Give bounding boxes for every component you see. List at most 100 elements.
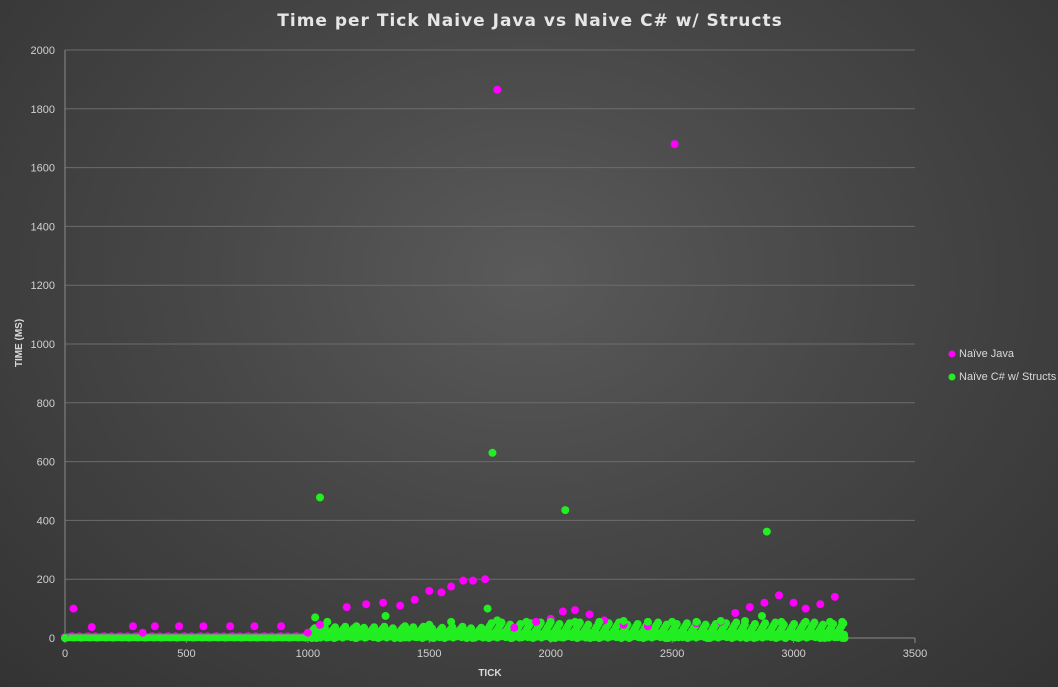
csharp-data-point bbox=[522, 617, 531, 626]
java-data-point bbox=[760, 598, 769, 607]
java-data-point bbox=[138, 628, 147, 637]
csharp-data-point bbox=[643, 617, 652, 626]
csharp-cluster-point bbox=[771, 618, 780, 627]
y-axis-label: TIME (MS) bbox=[14, 319, 25, 367]
csharp-data-point bbox=[483, 604, 492, 613]
y-tick-label: 400 bbox=[37, 515, 55, 527]
java-data-point bbox=[277, 622, 286, 631]
csharp-data-point bbox=[762, 527, 771, 536]
csharp-data-point bbox=[425, 620, 434, 629]
csharp-data-point bbox=[840, 634, 849, 642]
legend-label-java: Naïve Java bbox=[959, 348, 1015, 360]
grid-layer bbox=[65, 49, 915, 580]
csharp-data-point bbox=[595, 617, 604, 626]
java-data-point bbox=[175, 622, 184, 631]
java-data-point bbox=[410, 595, 419, 604]
csharp-cluster-point bbox=[750, 619, 759, 628]
csharp-data-point bbox=[619, 616, 628, 625]
csharp-data-point bbox=[546, 617, 555, 626]
legend-marker-java bbox=[948, 350, 956, 358]
java-data-point bbox=[670, 140, 679, 149]
java-data-point bbox=[532, 617, 541, 626]
y-tick-label: 1600 bbox=[31, 163, 55, 175]
csharp-cluster-point bbox=[654, 618, 663, 627]
csharp-cluster-point bbox=[555, 619, 564, 628]
java-data-point bbox=[731, 609, 740, 618]
java-data-point bbox=[226, 622, 235, 631]
csharp-cluster-point bbox=[341, 622, 350, 631]
csharp-data-point bbox=[381, 611, 390, 620]
java-data-point bbox=[396, 601, 405, 610]
csharp-data-point bbox=[401, 622, 409, 631]
csharp-data-point bbox=[561, 506, 570, 515]
x-tick-label: 2000 bbox=[538, 648, 562, 660]
csharp-data-point bbox=[692, 617, 701, 626]
csharp-cluster-point bbox=[388, 624, 397, 633]
csharp-data-point bbox=[316, 493, 324, 502]
java-data-point bbox=[87, 623, 96, 632]
csharp-cluster-point bbox=[370, 623, 379, 632]
java-data-point bbox=[830, 592, 839, 601]
csharp-cluster-point bbox=[516, 619, 525, 628]
java-data-point bbox=[129, 622, 137, 631]
java-data-point bbox=[745, 603, 754, 612]
points-layer bbox=[61, 85, 849, 642]
axis-layer: 0 200 400 600 800 1000 1200 1400 1600 1800 2000 0 50… bbox=[31, 45, 928, 660]
csharp-cluster-point bbox=[331, 623, 340, 632]
java-data-point bbox=[585, 610, 594, 619]
y-tick-label: 600 bbox=[37, 457, 55, 469]
csharp-cluster-point bbox=[701, 620, 710, 629]
csharp-cluster-point bbox=[477, 623, 486, 632]
java-data-point bbox=[342, 603, 351, 612]
legend-item-java: Naïve Java bbox=[948, 348, 1015, 360]
csharp-cluster-point bbox=[458, 622, 467, 631]
x-tick-label: 2500 bbox=[660, 648, 684, 660]
java-data-point bbox=[316, 620, 324, 629]
java-data-point bbox=[816, 600, 825, 609]
java-data-point bbox=[469, 576, 477, 585]
java-data-point bbox=[447, 582, 456, 591]
y-tick-label: 0 bbox=[49, 633, 55, 645]
java-data-point bbox=[510, 623, 519, 632]
legend-item-csharp: Naïve C# w/ Structs bbox=[948, 371, 1057, 383]
y-tick-label: 800 bbox=[37, 398, 55, 410]
java-data-point bbox=[459, 576, 468, 585]
csharp-data-point bbox=[777, 617, 786, 626]
csharp-cluster-point bbox=[438, 623, 447, 632]
csharp-data-point bbox=[571, 617, 579, 626]
csharp-data-point bbox=[61, 634, 69, 642]
java-data-point bbox=[789, 598, 798, 607]
x-tick-label: 500 bbox=[177, 648, 195, 660]
java-data-point bbox=[303, 628, 312, 637]
y-tick-label: 200 bbox=[37, 574, 55, 586]
java-data-point bbox=[481, 575, 490, 584]
csharp-cluster-point bbox=[633, 619, 642, 628]
java-data-point bbox=[69, 604, 78, 613]
x-tick-label: 0 bbox=[62, 648, 68, 660]
csharp-data-point bbox=[323, 617, 332, 626]
java-data-point bbox=[493, 85, 502, 94]
csharp-data-point bbox=[826, 617, 834, 626]
java-data-point bbox=[571, 606, 579, 615]
java-data-point bbox=[199, 622, 208, 631]
csharp-data-point bbox=[493, 616, 502, 625]
csharp-cluster-point bbox=[682, 619, 691, 628]
csharp-data-point bbox=[488, 448, 497, 457]
java-data-point bbox=[425, 586, 434, 595]
csharp-cluster-point bbox=[359, 623, 368, 632]
y-tick-label: 1200 bbox=[31, 280, 55, 292]
csharp-data-point bbox=[668, 617, 677, 626]
csharp-data-point bbox=[447, 617, 456, 626]
java-data-point bbox=[558, 607, 567, 616]
legend-marker-csharp bbox=[948, 373, 956, 381]
y-tick-label: 1000 bbox=[31, 339, 55, 351]
x-tick-label: 3000 bbox=[781, 648, 805, 660]
x-tick-label: 1500 bbox=[417, 648, 441, 660]
csharp-data-point bbox=[801, 617, 810, 626]
java-data-point bbox=[775, 591, 783, 600]
csharp-data-point bbox=[352, 622, 361, 631]
java-data-point bbox=[362, 600, 371, 609]
java-data-point bbox=[250, 622, 259, 631]
x-axis-label: TICK bbox=[478, 668, 502, 679]
java-data-point bbox=[379, 598, 388, 607]
